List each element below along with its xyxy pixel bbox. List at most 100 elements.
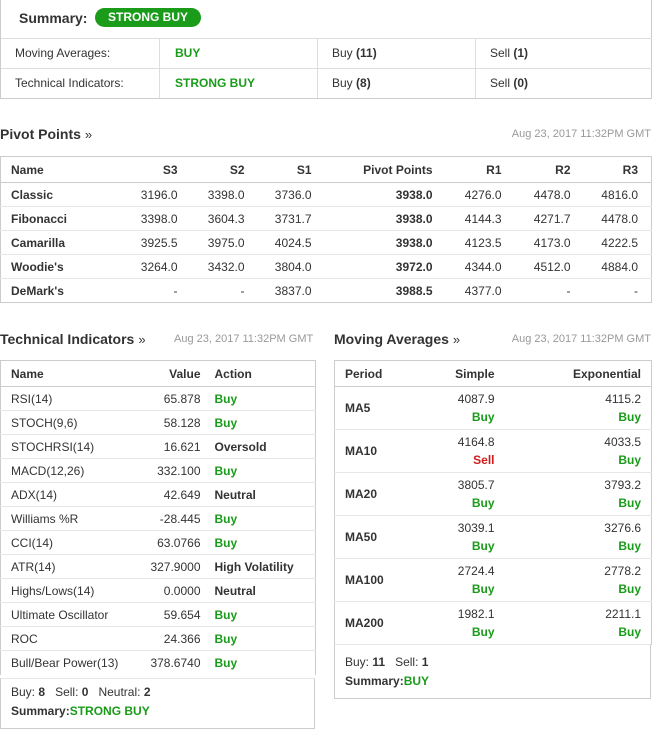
pivot-cell-pivot: 3988.5 [395, 283, 433, 298]
ma-simple-value: 2724.4 [457, 564, 495, 578]
pivot-col-r1: R1 [445, 156, 515, 183]
pivot-cell-pivot: 3972.0 [324, 254, 446, 279]
table-row: Williams %R -28.445 Buy [0, 506, 316, 531]
pivot-header-row: Name S3 S2 S1 Pivot Points R1 R2 R3 [0, 156, 652, 183]
moving-summary: Summary:BUY [345, 674, 430, 688]
pivot-cell-name: DeMark's [11, 283, 64, 298]
table-row: MA5 4087.9 Buy 4115.2 Buy [334, 386, 652, 430]
moving-averages-link[interactable]: Moving Averages» [334, 331, 461, 347]
ma-simple-cell: 4087.9 Buy [426, 386, 505, 430]
tech-indicator-action: Neutral [206, 578, 316, 603]
table-row: CCI(14) 63.0766 Buy [0, 530, 316, 555]
ma-period: MA200 [345, 616, 384, 631]
pivot-cell-pivot: 3938.0 [324, 182, 446, 207]
tech-indicator-value: 59.654 [128, 602, 207, 627]
pivot-col-r3: R3 [583, 156, 652, 183]
pivot-cell-r1: 4276.0 [445, 182, 515, 207]
tech-indicator-name: ATR(14) [0, 554, 129, 579]
tech-indicator-action: Buy [206, 410, 316, 435]
pivot-col-name: Name [0, 156, 109, 183]
pivot-timestamp: Aug 23, 2017 11:32PM GMT [511, 128, 651, 140]
summary-badge: STRONG BUY [95, 8, 202, 27]
pivot-cell-s3: 3196.0 [108, 182, 191, 207]
pivot-cell-s2: 3398.0 [190, 182, 258, 207]
pivot-cell-s1: 3837.0 [274, 283, 312, 298]
tech-indicator-name: ROC [0, 626, 129, 651]
table-row: Camarilla 3925.5 3975.0 4024.5 3938.0 4123.5 4… [0, 230, 652, 255]
pivot-col-r2: R2 [514, 156, 584, 183]
tech-indicator-name: CCI(14) [0, 530, 129, 555]
pivot-cell-name: Camarilla [0, 230, 109, 255]
ma-period: MA10 [334, 429, 427, 473]
pivot-cell-pivot: 3938.0 [324, 206, 446, 231]
ma-simple-value: 3039.1 [457, 521, 495, 535]
pivot-col-s1: S1 [257, 156, 325, 183]
summary-row-technical-indicators: Technical Indicators: STRONG BUY Buy (8)… [1, 68, 652, 98]
pivot-col-pivot: Pivot Points [324, 156, 446, 183]
tech-indicator-name: MACD(12,26) [0, 458, 129, 483]
ma-exponential-cell: 2211.1 Buy [505, 602, 652, 645]
table-row: Fibonacci 3398.0 3604.3 3731.7 3938.0 4144.3 4… [0, 206, 652, 231]
technical-footer: Buy: 8 Sell: 0 Neutral: 2 Summary:STRONG… [0, 678, 315, 729]
table-row: ADX(14) 42.649 Neutral [0, 482, 316, 507]
ma-exponential-value: 2778.2 [604, 564, 641, 578]
ma-period: MA20 [334, 472, 427, 516]
pivot-cell-name: Woodie's [0, 254, 109, 279]
tech-indicator-name: Highs/Lows(14) [0, 578, 129, 603]
ma-period: MA100 [334, 558, 427, 602]
summary-row-signal: STRONG BUY [175, 76, 256, 90]
ma-exponential-signal: Buy [618, 453, 641, 467]
pivot-cell-s2: 3604.3 [190, 206, 258, 231]
tech-indicator-name: Williams %R [0, 506, 129, 531]
tech-indicator-action: High Volatility [206, 554, 316, 579]
pivot-cell-r1: 4123.5 [445, 230, 515, 255]
pivot-cell-pivot: 3938.0 [324, 230, 446, 255]
pivot-points-link[interactable]: Pivot Points» [0, 126, 93, 142]
tech-col-value: Value [128, 360, 207, 387]
pivot-cell-r2: 4271.7 [514, 206, 584, 231]
pivot-cell-s3: 3398.0 [108, 206, 191, 231]
ma-header-row: Period Simple Exponential [334, 360, 652, 387]
pivot-cell-r1: 4377.0 [464, 283, 502, 298]
ma-exponential-cell: 3276.6 Buy [504, 515, 652, 559]
pivot-cell-r3: 4816.0 [583, 182, 652, 207]
ma-exponential-value: 3793.2 [604, 478, 641, 492]
pivot-cell-name: Fibonacci [0, 206, 109, 231]
table-row: Ultimate Oscillator 59.654 Buy [0, 602, 316, 627]
tech-indicator-value: 42.649 [128, 482, 207, 507]
tech-indicator-value: 24.366 [128, 626, 207, 651]
pivot-cell-s1: 3804.0 [257, 254, 325, 279]
ma-simple-signal: Buy [471, 496, 495, 510]
pivot-cell-r1: 4144.3 [445, 206, 515, 231]
tech-indicator-action: Buy [206, 458, 316, 483]
table-row: Highs/Lows(14) 0.0000 Neutral [0, 578, 316, 603]
pivot-points-table: Name S3 S2 S1 Pivot Points R1 R2 R3 Clas… [0, 156, 652, 303]
ma-exponential-cell: 4033.5 Buy [504, 429, 652, 473]
summary-row-sell: Sell (0) [490, 76, 529, 90]
ma-simple-cell: 1982.1 Buy [427, 602, 505, 645]
ma-period: MA5 [334, 386, 427, 430]
ma-simple-cell: 2724.4 Buy [426, 558, 505, 602]
pivot-cell-r3: 4222.5 [583, 230, 652, 255]
ma-simple-cell: 3039.1 Buy [426, 515, 505, 559]
summary-header: Summary: STRONG BUY [1, 0, 651, 38]
ma-simple-value: 3805.7 [457, 478, 495, 492]
technical-indicators-link[interactable]: Technical Indicators» [0, 331, 146, 347]
technical-counts: Buy: 8 Sell: 0 Neutral: 2 [11, 685, 151, 699]
ma-exponential-signal: Buy [618, 539, 641, 553]
tech-indicator-value: 332.100 [128, 458, 207, 483]
ma-period: MA50 [334, 515, 427, 559]
tech-indicator-value: 0.0000 [128, 578, 207, 603]
tech-indicator-name: STOCHRSI(14) [0, 434, 129, 459]
ma-col-simple: Simple [426, 360, 505, 387]
pivot-cell-r3: 4478.0 [583, 206, 652, 231]
pivot-cell-r2: 4512.0 [514, 254, 584, 279]
table-row: STOCH(9,6) 58.128 Buy [0, 410, 316, 435]
summary-row-sell: Sell (1) [490, 46, 529, 60]
tech-indicator-value: -28.445 [128, 506, 207, 531]
tech-indicator-name: Bull/Bear Power(13) [11, 655, 119, 670]
tech-indicator-action: Neutral [206, 482, 316, 507]
pivot-cell-r3: 4884.0 [583, 254, 652, 279]
moving-averages-table: Period Simple Exponential MA5 4087.9 Buy 41… [334, 360, 652, 645]
tech-indicator-action: Oversold [206, 434, 316, 459]
